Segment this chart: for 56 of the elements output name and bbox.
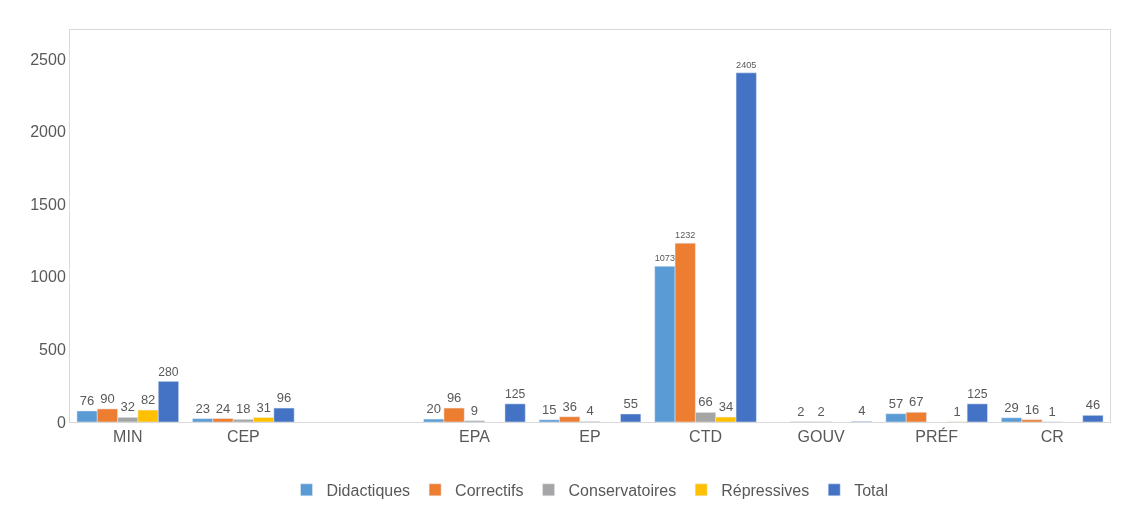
data-label: 67	[909, 394, 924, 410]
x-tick-label: CTD	[689, 428, 723, 446]
data-label: 31	[256, 399, 271, 415]
bar	[504, 403, 526, 422]
data-label: 15	[542, 401, 557, 417]
legend-label: Total	[854, 482, 888, 500]
data-label: 2405	[736, 59, 757, 70]
data-label: 34	[718, 399, 734, 415]
data-label: 66	[698, 394, 713, 410]
data-label: 1232	[675, 230, 696, 241]
bar	[1082, 415, 1104, 422]
data-label: 96	[446, 390, 462, 406]
y-tick-label: 2000	[30, 123, 66, 141]
data-label: 90	[100, 390, 115, 406]
data-label: 32	[120, 399, 136, 415]
data-label: 96	[276, 390, 292, 406]
x-tick-label: PRÉF	[915, 427, 959, 446]
data-label: 18	[236, 401, 251, 417]
data-label: 24	[215, 400, 231, 416]
bar	[620, 413, 642, 422]
data-label: 57	[888, 395, 904, 411]
data-label: 29	[1004, 399, 1019, 415]
data-label: 4	[586, 403, 594, 419]
data-label: 1	[953, 403, 961, 419]
legend-label: Didactiques	[326, 482, 411, 500]
x-tick-label: CEP	[226, 428, 260, 446]
data-label: 9	[470, 402, 479, 418]
data-label: 23	[195, 400, 210, 416]
data-label: 2	[817, 403, 825, 419]
data-label: 55	[623, 396, 638, 412]
data-label: 125	[967, 387, 988, 402]
data-label: 1073	[654, 253, 676, 264]
legend-label: Correctifs	[455, 482, 524, 500]
y-tick-label: 500	[39, 341, 66, 359]
x-tick-label: GOUV	[797, 428, 845, 446]
x-tick-label: CR	[1040, 428, 1064, 446]
data-label: 20	[426, 401, 441, 417]
data-label: 82	[140, 392, 156, 408]
data-label: 2	[797, 403, 805, 419]
data-label: 280	[158, 364, 179, 379]
y-tick-label: 1500	[30, 195, 66, 213]
data-label: 36	[562, 398, 577, 414]
x-tick-label: EP	[579, 428, 601, 446]
data-label: 16	[1024, 401, 1040, 417]
data-label: 1	[1048, 403, 1056, 419]
y-tick-label: 2500	[30, 50, 66, 68]
data-label: 76	[79, 392, 95, 408]
data-label: 125	[504, 387, 526, 402]
data-label: 4	[858, 403, 866, 419]
x-tick-label: EPA	[459, 428, 491, 446]
x-tick-label: MIN	[113, 428, 143, 446]
legend-label: Conservatoires	[568, 482, 677, 500]
legend-label: Répressives	[721, 482, 810, 500]
y-tick-label: 1000	[30, 268, 66, 286]
y-tick-label: 0	[56, 413, 66, 431]
data-label: 46	[1085, 397, 1101, 413]
